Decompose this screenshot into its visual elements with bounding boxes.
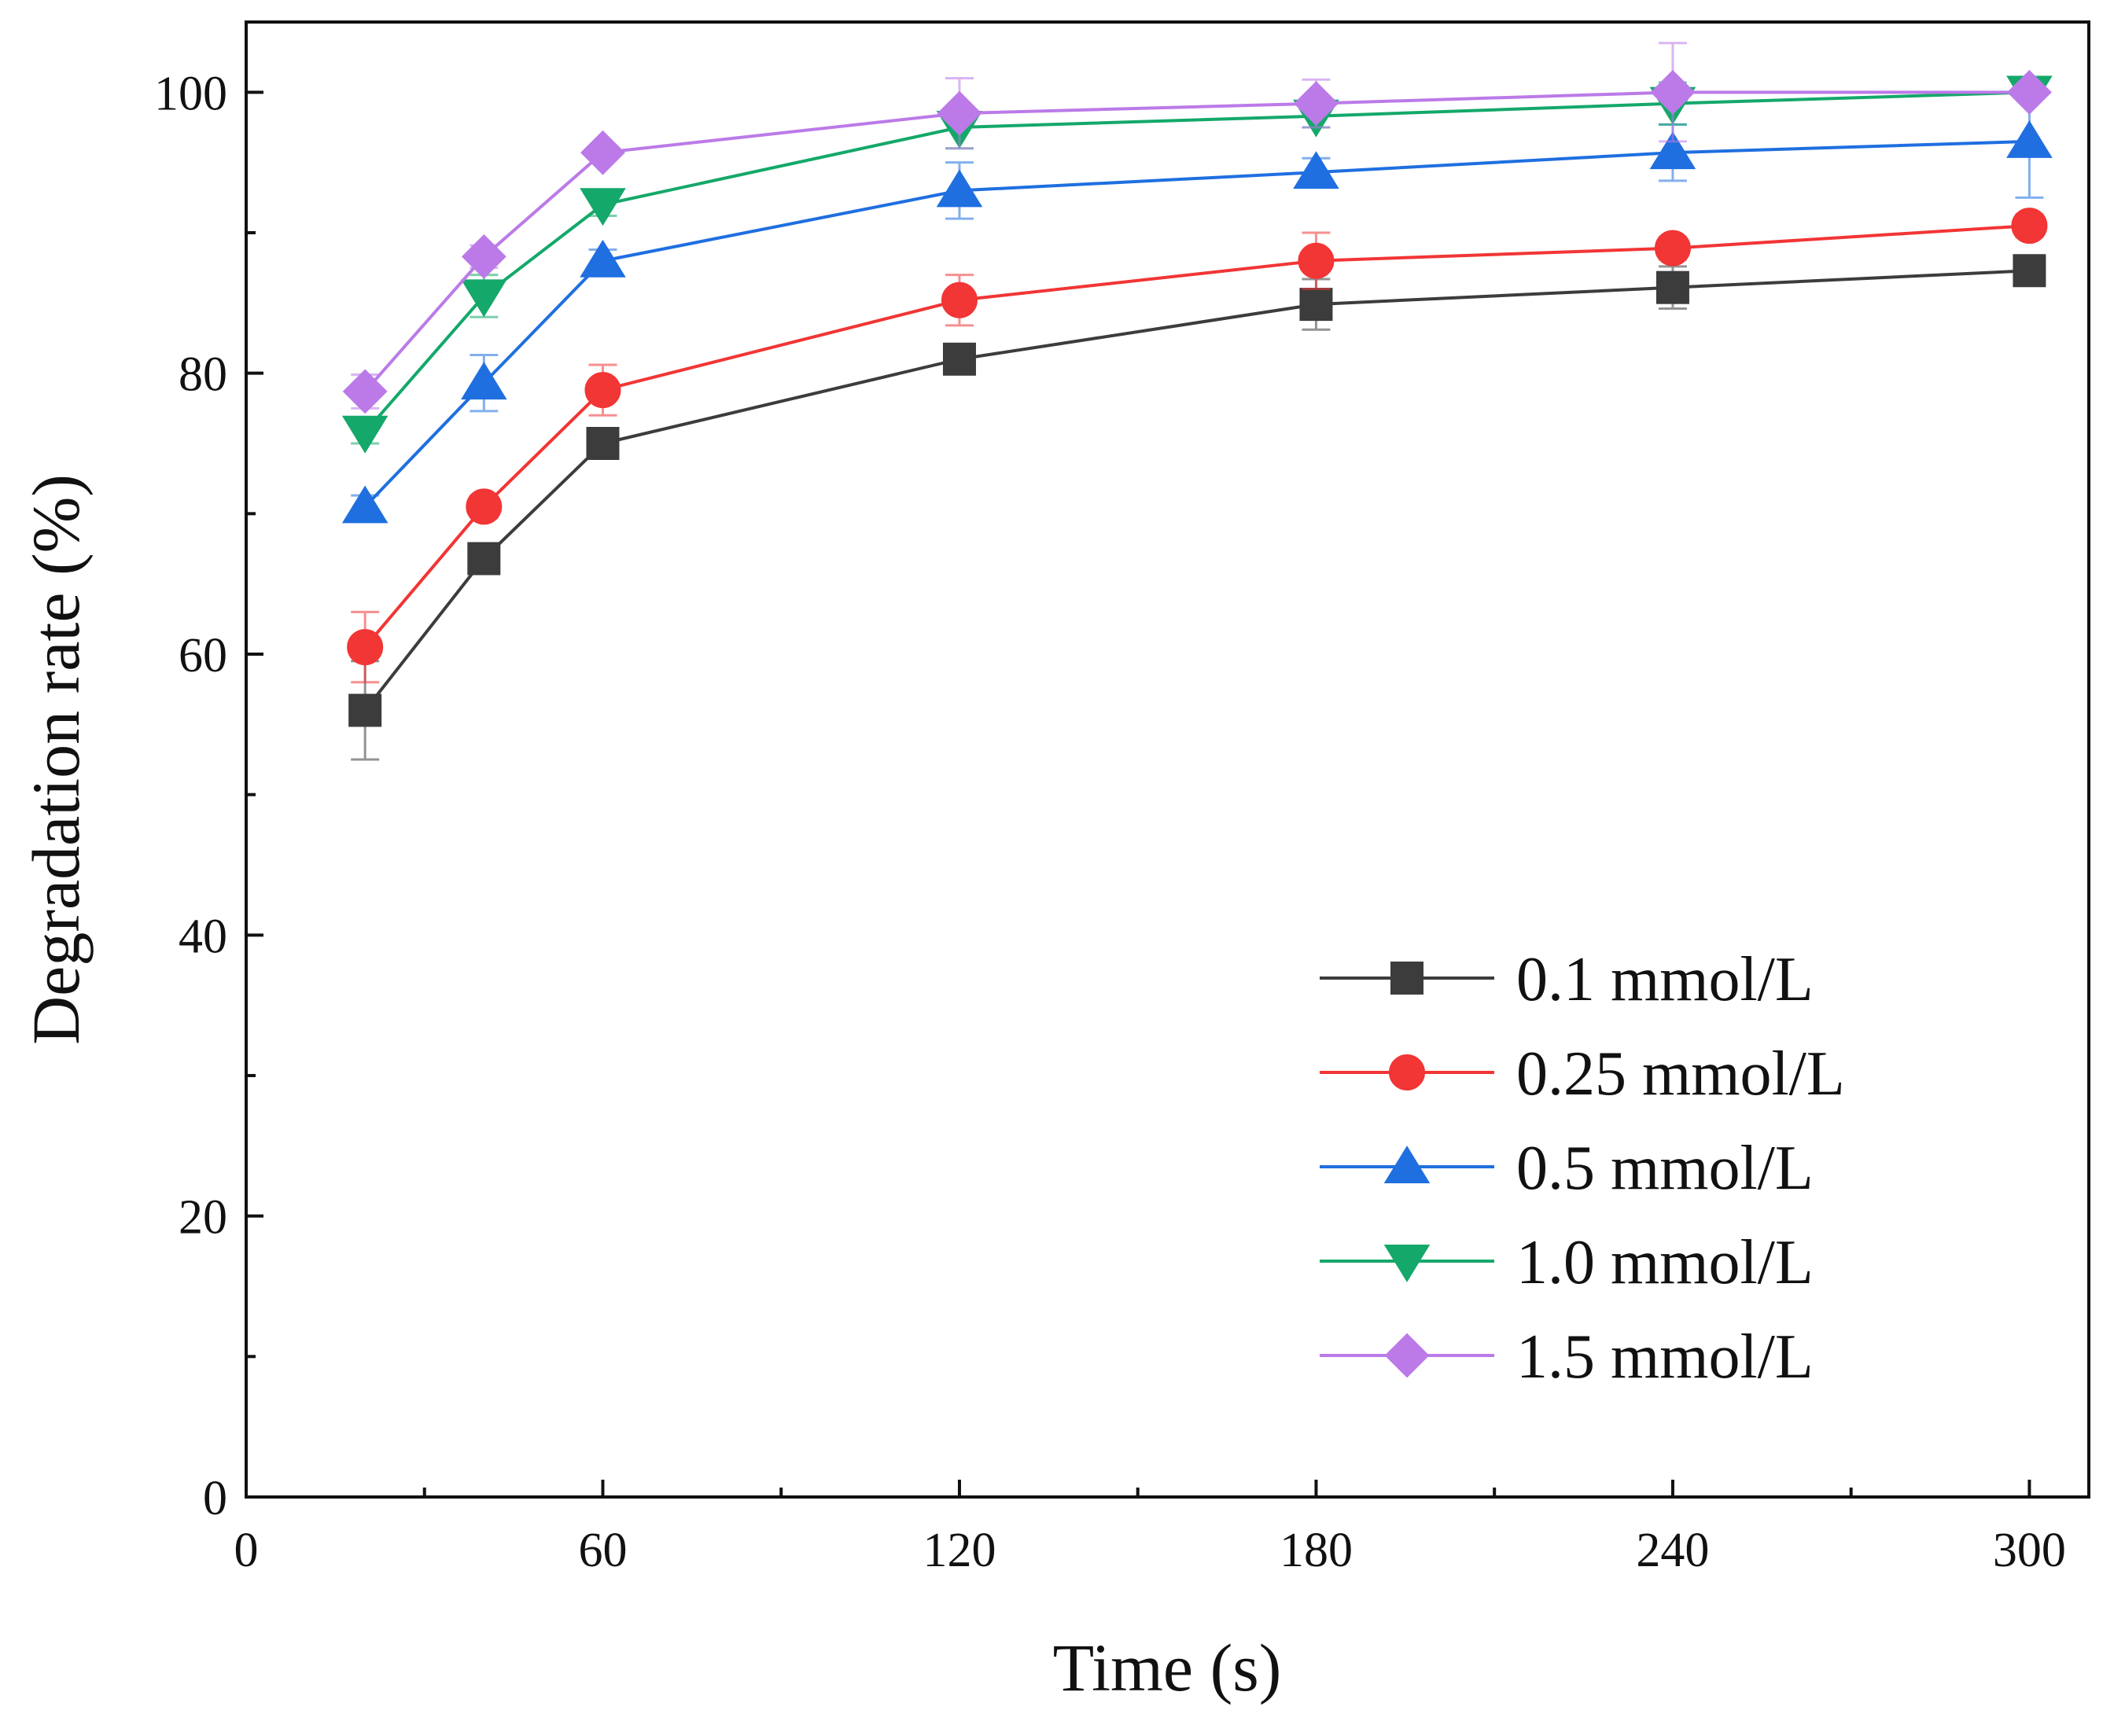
data-point — [586, 427, 620, 460]
x-tick-label: 120 — [923, 1524, 996, 1577]
data-point — [341, 415, 389, 454]
plot-area — [245, 20, 2090, 1499]
legend-marker — [1383, 1146, 1431, 1183]
data-point — [2006, 120, 2053, 158]
data-point — [341, 485, 389, 524]
data-point — [1649, 131, 1696, 170]
legend: 0.1 mmol/L 0.25 mmol/L 0.5 mmol/L 1.0 mmol/… — [1320, 945, 1845, 1392]
data-point — [936, 169, 983, 208]
legend-marker — [1384, 1333, 1430, 1378]
y-tick-label: 20 — [179, 1191, 227, 1245]
legend-entry: 0.5 mmol/L — [1320, 1134, 1814, 1203]
data-point — [942, 342, 976, 376]
data-point — [461, 234, 506, 279]
series-0-25-mmol-l — [347, 208, 2048, 684]
plot-frame — [245, 20, 2090, 1499]
data-point — [1655, 270, 1689, 304]
legend-label: 0.25 mmol/L — [1516, 1039, 1845, 1109]
data-point — [467, 542, 501, 576]
data-point — [937, 90, 982, 136]
data-point — [1294, 81, 1339, 127]
data-point — [580, 188, 626, 226]
data-point — [1299, 288, 1333, 322]
legend-entry: 1.5 mmol/L — [1320, 1322, 1814, 1392]
x-tick-label: 0 — [234, 1524, 259, 1577]
data-point — [461, 362, 507, 400]
y-axis-title: Degradation rate (%) — [18, 474, 94, 1045]
series-layer — [341, 42, 2053, 761]
x-tick-label: 180 — [1280, 1524, 1353, 1577]
x-tick-label: 60 — [578, 1524, 627, 1577]
legend-label: 0.1 mmol/L — [1516, 945, 1814, 1014]
series-0-5-mmol-l — [341, 83, 2053, 524]
data-point — [580, 130, 625, 175]
legend-marker — [1390, 962, 1423, 995]
y-tick-label: 80 — [179, 348, 227, 402]
data-point — [1650, 69, 1696, 115]
data-point — [347, 629, 384, 666]
data-point — [1654, 230, 1691, 267]
x-tick-label: 240 — [1636, 1524, 1709, 1577]
legend-entry: 0.1 mmol/L — [1320, 945, 1814, 1014]
data-point — [580, 239, 626, 278]
y-tick-label: 0 — [203, 1472, 227, 1525]
x-axis-title: Time (s) — [1053, 1630, 1282, 1705]
legend-marker — [1389, 1054, 1425, 1091]
series-1-5-mmol-l — [342, 42, 2052, 414]
data-point — [466, 488, 503, 525]
data-point — [941, 281, 978, 318]
legend-entry: 0.25 mmol/L — [1320, 1039, 1845, 1109]
series-line — [363, 269, 2030, 712]
y-tick-label: 60 — [179, 629, 227, 682]
data-point — [2007, 69, 2052, 115]
y-axis: 0 20 40 60 80 100 — [154, 67, 263, 1525]
data-point — [461, 279, 507, 318]
data-point — [348, 693, 382, 727]
series-0-1-mmol-l — [348, 254, 2046, 761]
legend-label: 1.5 mmol/L — [1516, 1322, 1814, 1392]
data-point — [584, 372, 621, 409]
data-point — [1293, 151, 1339, 189]
data-point — [2011, 208, 2048, 245]
data-point — [2013, 254, 2046, 288]
legend-label: 0.5 mmol/L — [1516, 1134, 1814, 1203]
legend-entry: 1.0 mmol/L — [1320, 1228, 1814, 1297]
legend-label: 1.0 mmol/L — [1516, 1228, 1814, 1297]
x-axis: 0 60 120 180 240 300 — [234, 1480, 2066, 1577]
y-tick-label: 40 — [179, 910, 227, 963]
data-point — [342, 369, 388, 414]
legend-marker — [1383, 1245, 1431, 1282]
y-tick-label: 100 — [154, 67, 227, 120]
x-tick-label: 300 — [1993, 1524, 2066, 1577]
data-point — [1298, 242, 1335, 279]
